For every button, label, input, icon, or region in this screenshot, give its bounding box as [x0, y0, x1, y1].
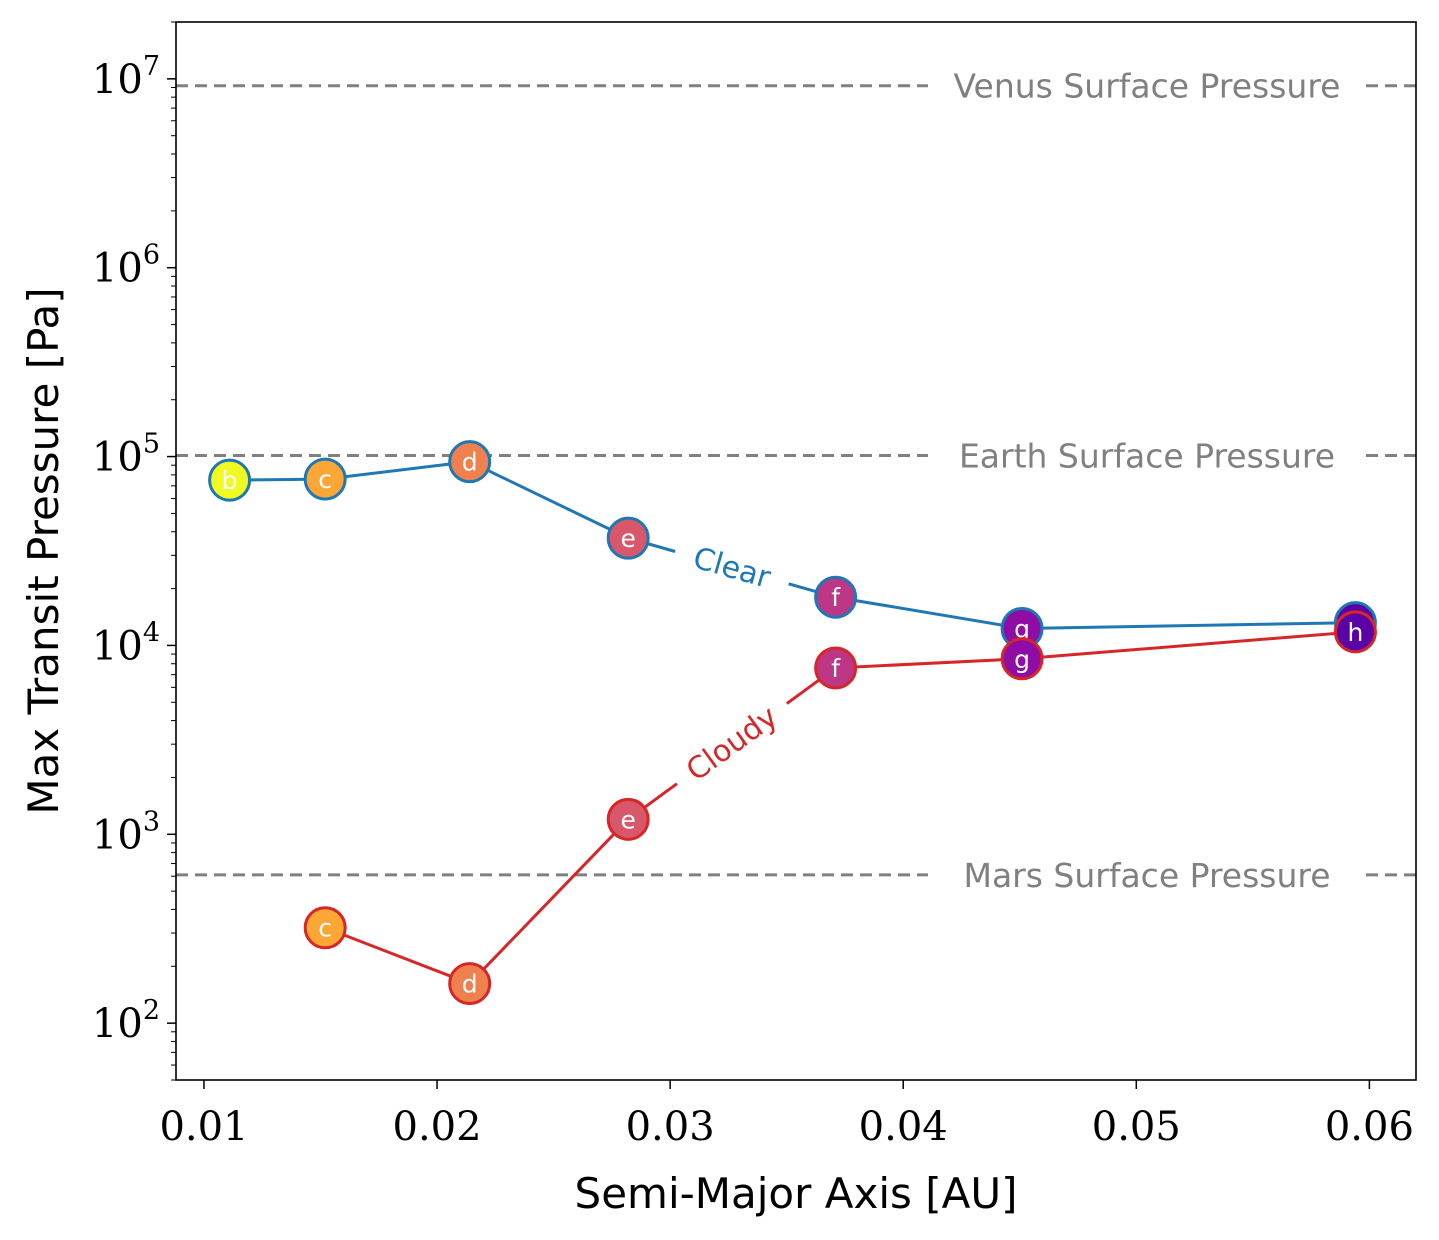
data-point-label: d — [462, 448, 478, 477]
data-point — [448, 962, 492, 1006]
data-point — [1333, 610, 1377, 654]
data-point-label: h — [1347, 618, 1363, 647]
series-line-segment — [469, 460, 629, 540]
x-tick-label: 0.03 — [626, 1104, 715, 1150]
data-point — [303, 906, 347, 950]
y-axis-title: Max Transit Pressure [Pa] — [19, 287, 68, 814]
series-line-segment — [468, 818, 630, 985]
series-line-segment — [1021, 630, 1356, 661]
data-point-label: b — [222, 466, 238, 495]
y-tick-label: 104 — [92, 617, 160, 669]
data-point-label: g — [1014, 614, 1030, 643]
x-tick-label: 0.04 — [859, 1104, 948, 1150]
y-tick-label: 107 — [92, 51, 160, 103]
data-point-label: e — [620, 524, 635, 553]
data-point-label: f — [831, 583, 841, 612]
series-line-segment — [1022, 621, 1356, 630]
data-point — [814, 646, 858, 690]
reference-line-label: Mars Surface Pressure — [963, 856, 1330, 895]
data-point — [814, 575, 858, 619]
y-tick-label: 106 — [92, 240, 160, 292]
series-line-segment — [835, 657, 1023, 670]
data-point-label: f — [831, 654, 841, 683]
data-point — [1000, 637, 1044, 681]
data-point — [448, 440, 492, 484]
reference-line-label: Venus Surface Pressure — [954, 67, 1341, 106]
axes: 0.01 0.02 0.03 0.04 0.05 0.06 102 103 104 105 106 1… — [92, 21, 1414, 1150]
data-point — [606, 516, 650, 560]
series-line-segment — [324, 460, 470, 481]
x-tick-label: 0.02 — [393, 1104, 482, 1150]
data-point — [606, 797, 650, 841]
x-tick-label: 0.01 — [159, 1104, 248, 1150]
series-line-segment — [835, 595, 1023, 630]
data-point-label: c — [318, 914, 332, 943]
reference-lines: Venus Surface Pressure Earth Surface Pres… — [176, 67, 1416, 895]
x-axis-title: Semi-Major Axis [AU] — [575, 1169, 1018, 1218]
series-line-segment — [324, 926, 471, 985]
plot-background — [176, 22, 1416, 1080]
data-point-label: g — [1014, 645, 1030, 674]
x-tick-label: 0.06 — [1325, 1104, 1414, 1150]
data-point-label: c — [318, 465, 332, 494]
x-tick-label: 0.05 — [1092, 1104, 1181, 1150]
data-point-label: d — [462, 970, 478, 999]
data-point — [208, 458, 252, 502]
y-tick-label: 102 — [92, 995, 160, 1047]
reference-line-label: Earth Surface Pressure — [959, 436, 1335, 475]
y-tick-label: 103 — [92, 806, 160, 858]
data-point — [303, 457, 347, 501]
plot-frame — [175, 21, 1417, 1081]
data-point-label: e — [620, 805, 635, 834]
y-tick-label: 105 — [92, 429, 160, 481]
